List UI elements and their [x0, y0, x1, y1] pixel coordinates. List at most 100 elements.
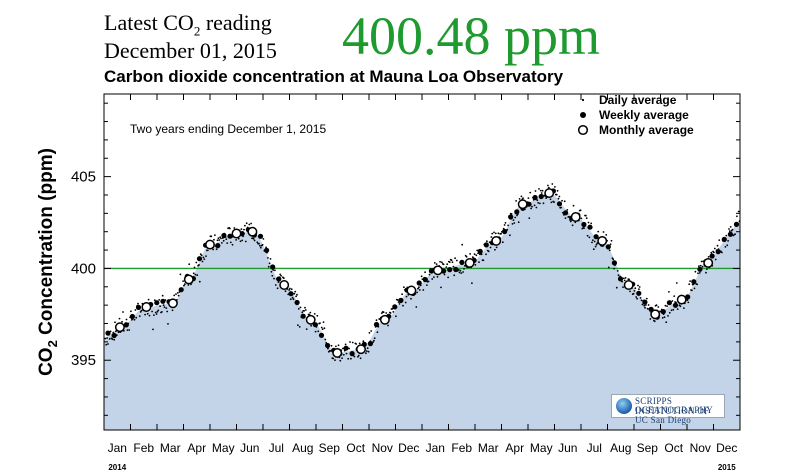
daily-point [253, 239, 256, 242]
daily-point [268, 262, 271, 265]
daily-point [533, 204, 536, 207]
daily-point [493, 231, 495, 234]
daily-point [563, 200, 566, 203]
daily-point [294, 290, 297, 293]
daily-point [389, 312, 392, 314]
daily-point [154, 311, 157, 314]
daily-point [403, 286, 405, 289]
daily-point [688, 283, 691, 286]
monthly-point [491, 235, 502, 246]
daily-point [668, 291, 670, 293]
daily-point [538, 188, 540, 190]
daily-point [632, 292, 635, 295]
daily-point [193, 266, 196, 269]
daily-point [206, 249, 209, 252]
x-tick-label: Aug [610, 441, 631, 455]
daily-point [592, 239, 594, 242]
weekly-point [642, 299, 648, 305]
daily-point [661, 317, 664, 319]
daily-point [517, 221, 520, 224]
weekly-point [318, 332, 325, 338]
daily-point [177, 294, 180, 297]
daily-point [572, 204, 575, 207]
daily-point [503, 224, 506, 226]
daily-point [554, 186, 556, 188]
weekly-point [105, 330, 111, 336]
daily-point [375, 319, 378, 322]
daily-point [602, 231, 605, 233]
x-tick-label: Jul [269, 441, 284, 455]
daily-point [274, 284, 277, 286]
daily-point [396, 299, 399, 301]
weekly-point [715, 249, 721, 255]
daily-point [274, 269, 276, 272]
daily-point [296, 293, 298, 296]
daily-point [362, 340, 365, 343]
daily-point [495, 246, 498, 249]
daily-point [349, 341, 351, 343]
weekly-point [343, 345, 349, 351]
daily-point [426, 284, 428, 286]
daily-point [456, 259, 458, 262]
daily-point [465, 255, 468, 258]
daily-point [115, 330, 117, 333]
daily-point [198, 280, 201, 283]
monthly-point [623, 280, 634, 290]
daily-point [471, 282, 473, 284]
daily-point [418, 289, 421, 291]
daily-point [235, 239, 238, 241]
daily-point [617, 274, 620, 277]
daily-point [707, 256, 710, 258]
daily-point [104, 337, 107, 340]
daily-point [714, 258, 717, 261]
daily-point [673, 295, 676, 297]
daily-point [273, 277, 275, 280]
daily-point [666, 305, 668, 308]
daily-point [205, 255, 207, 257]
weekly-point [593, 234, 599, 240]
axes-group: 395 400 405 Jan Feb Mar Apr May Jun Jul Aug Sep Oct N… [71, 94, 740, 472]
daily-point [509, 234, 511, 237]
daily-point [643, 304, 646, 307]
daily-point [280, 274, 282, 277]
daily-point [373, 337, 376, 340]
daily-point [357, 354, 360, 357]
logo-line2: OCEANOGRAPHY UC San Diego [635, 405, 713, 425]
daily-point [342, 354, 345, 356]
x-tick-label: Jan [108, 441, 127, 455]
monthly-point [379, 314, 390, 325]
daily-point [706, 268, 708, 270]
daily-point [316, 314, 319, 317]
daily-point [721, 251, 723, 254]
daily-point [613, 267, 615, 270]
daily-point [216, 239, 219, 242]
daily-point [638, 286, 641, 288]
daily-point [210, 235, 213, 238]
daily-point [198, 264, 200, 266]
daily-point [404, 301, 407, 304]
daily-point [267, 265, 270, 268]
daily-point [727, 240, 729, 242]
weekly-point [666, 300, 673, 306]
daily-point [373, 339, 375, 342]
daily-point [514, 216, 517, 219]
daily-point [376, 331, 379, 334]
daily-point [647, 304, 650, 306]
weekly-point [605, 244, 611, 250]
year-label: 2015 [718, 463, 736, 472]
daily-point [330, 344, 333, 347]
daily-point [303, 310, 305, 312]
daily-point [701, 265, 704, 268]
daily-point [491, 232, 494, 235]
x-tick-label: Dec [398, 441, 419, 455]
x-tick-label: Apr [187, 441, 206, 455]
daily-point [192, 272, 195, 275]
daily-point [137, 302, 139, 305]
daily-point [486, 240, 488, 243]
daily-point [428, 273, 431, 276]
daily-point [322, 321, 325, 323]
daily-point [475, 254, 478, 257]
daily-point [176, 292, 179, 294]
daily-point [161, 311, 163, 313]
daily-point [737, 210, 740, 213]
